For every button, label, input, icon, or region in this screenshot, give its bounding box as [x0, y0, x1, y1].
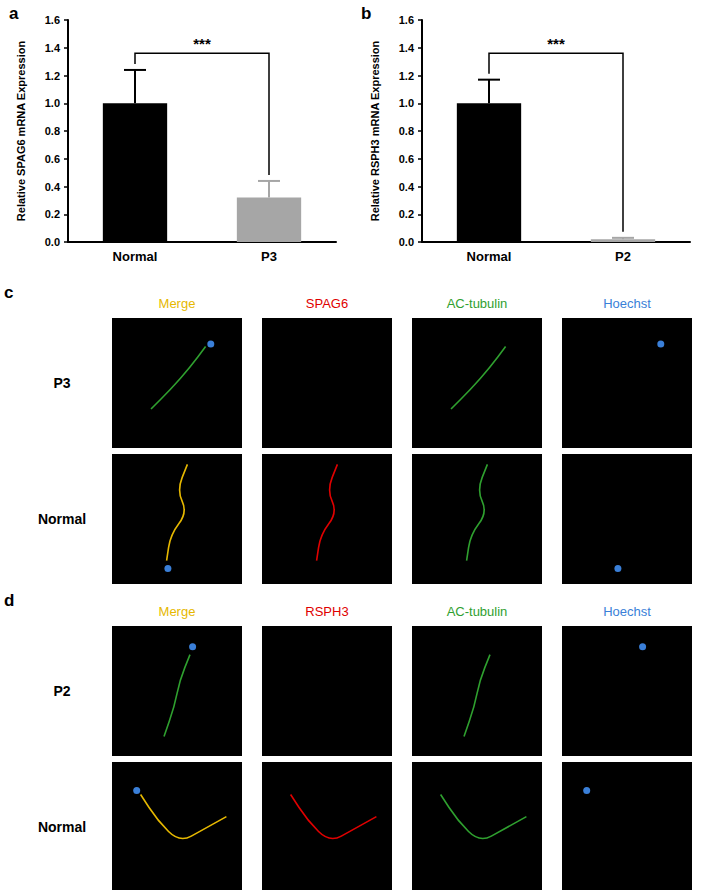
svg-text:1.2: 1.2 — [45, 70, 60, 82]
svg-text:AC-tubulin: AC-tubulin — [447, 296, 508, 311]
svg-text:0.0: 0.0 — [399, 236, 414, 248]
svg-text:***: *** — [547, 35, 565, 52]
svg-text:0.8: 0.8 — [399, 125, 414, 137]
svg-text:Normal: Normal — [38, 511, 86, 527]
svg-text:0.4: 0.4 — [399, 181, 415, 193]
svg-text:1.4: 1.4 — [45, 42, 61, 54]
svg-text:SPAG6: SPAG6 — [306, 296, 348, 311]
svg-text:P3: P3 — [261, 249, 277, 264]
svg-text:0.2: 0.2 — [45, 208, 60, 220]
svg-text:AC-tubulin: AC-tubulin — [447, 604, 508, 619]
svg-text:RSPH3: RSPH3 — [305, 604, 348, 619]
svg-text:P3: P3 — [53, 375, 70, 391]
svg-text:1.4: 1.4 — [399, 42, 415, 54]
svg-text:P2: P2 — [53, 683, 70, 699]
svg-text:1.6: 1.6 — [45, 14, 60, 26]
svg-text:0.8: 0.8 — [45, 125, 60, 137]
svg-text:c: c — [4, 283, 13, 302]
svg-text:0.2: 0.2 — [399, 208, 414, 220]
svg-text:Merge: Merge — [159, 604, 196, 619]
svg-text:Hoechst: Hoechst — [603, 604, 651, 619]
svg-text:1.0: 1.0 — [399, 97, 414, 109]
svg-text:0.6: 0.6 — [399, 153, 414, 165]
svg-text:Normal: Normal — [38, 819, 86, 835]
svg-text:***: *** — [193, 35, 211, 52]
svg-text:1.6: 1.6 — [399, 14, 414, 26]
svg-text:1.2: 1.2 — [399, 70, 414, 82]
svg-text:1.0: 1.0 — [45, 97, 60, 109]
svg-text:Hoechst: Hoechst — [603, 296, 651, 311]
svg-text:Relative SPAG6 mRNA Expression: Relative SPAG6 mRNA Expression — [15, 41, 27, 222]
svg-text:Relative RSPH3 mRNA Expression: Relative RSPH3 mRNA Expression — [369, 40, 381, 221]
svg-text:0.4: 0.4 — [45, 181, 61, 193]
svg-text:d: d — [4, 591, 14, 610]
svg-text:Normal: Normal — [467, 249, 512, 264]
svg-text:P2: P2 — [615, 249, 631, 264]
svg-text:Merge: Merge — [159, 296, 196, 311]
svg-text:0.6: 0.6 — [45, 153, 60, 165]
svg-text:a: a — [9, 4, 19, 23]
svg-text:Normal: Normal — [113, 249, 158, 264]
svg-text:0.0: 0.0 — [45, 236, 60, 248]
svg-text:b: b — [361, 4, 371, 23]
